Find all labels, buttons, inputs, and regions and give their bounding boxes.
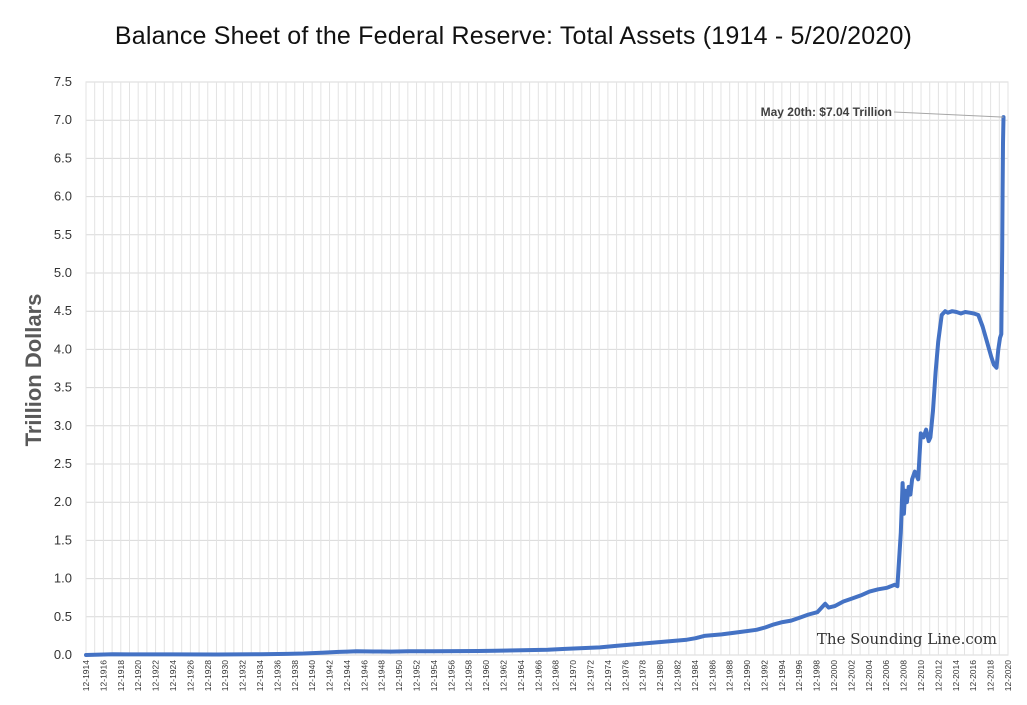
x-tick-label: 12-1966: [533, 660, 543, 691]
x-tick-label: 12-2000: [829, 660, 839, 691]
x-tick-label: 12-2002: [846, 660, 856, 691]
x-tick-label: 12-1964: [516, 660, 526, 691]
x-tick-label: 12-1980: [655, 660, 665, 691]
y-tick-label: 5.0: [54, 265, 72, 280]
x-tick-label: 12-1918: [116, 660, 126, 691]
x-tick-label: 12-1940: [307, 660, 317, 691]
x-tick-label: 12-2008: [899, 660, 909, 691]
x-tick-label: 12-1974: [603, 660, 613, 691]
x-tick-label: 12-1920: [133, 660, 143, 691]
y-tick-label: 0.5: [54, 609, 72, 624]
x-tick-label: 12-1988: [725, 660, 735, 691]
x-tick-label: 12-1938: [290, 660, 300, 691]
x-tick-label: 12-1984: [690, 660, 700, 691]
y-tick-label: 0.0: [54, 647, 72, 662]
x-tick-label: 12-2016: [968, 660, 978, 691]
x-tick-label: 12-1942: [325, 660, 335, 691]
y-tick-label: 6.0: [54, 189, 72, 204]
x-tick-label: 12-1986: [707, 660, 717, 691]
x-tick-label: 12-1928: [203, 660, 213, 691]
x-tick-label: 12-1994: [777, 660, 787, 691]
y-tick-label: 1.5: [54, 532, 72, 547]
x-tick-label: 12-1916: [98, 660, 108, 691]
x-tick-label: 12-1968: [551, 660, 561, 691]
x-tick-label: 12-1976: [620, 660, 630, 691]
x-tick-label: 12-1958: [464, 660, 474, 691]
x-tick-label: 12-1944: [342, 660, 352, 691]
x-tick-label: 12-1978: [638, 660, 648, 691]
y-tick-label: 2.0: [54, 494, 72, 509]
x-tick-label: 12-2018: [986, 660, 996, 691]
x-tick-label: 12-1982: [672, 660, 682, 691]
y-tick-label: 5.5: [54, 227, 72, 242]
x-tick-label: 12-2006: [881, 660, 891, 691]
annotation-layer: May 20th: $7.04 Trillion: [761, 105, 1004, 119]
annotation-label: May 20th: $7.04 Trillion: [761, 105, 892, 119]
chart-title: Balance Sheet of the Federal Reserve: To…: [114, 22, 913, 50]
watermark-text: The Sounding Line.com: [816, 630, 997, 648]
y-axis-ticks: 0.0 0.5 1.0 1.5 2.0 2.5 3.0 3.5 4.0 4.5 5.0 5.5 6.0 6…: [54, 74, 72, 662]
series-layer: [84, 115, 1006, 657]
y-tick-label: 2.5: [54, 456, 72, 471]
x-tick-label: 12-1970: [568, 660, 578, 691]
x-tick-label: 12-2012: [933, 660, 943, 691]
x-tick-label: 12-1972: [585, 660, 595, 691]
x-tick-label: 12-1946: [359, 660, 369, 691]
x-tick-label: 12-1996: [794, 660, 804, 691]
y-tick-label: 1.0: [54, 571, 72, 586]
x-tick-label: 12-1934: [255, 660, 265, 691]
y-tick-label: 7.0: [54, 112, 72, 127]
y-tick-label: 3.0: [54, 418, 72, 433]
x-tick-label: 12-1950: [394, 660, 404, 691]
x-tick-label: 12-1990: [742, 660, 752, 691]
y-tick-label: 7.5: [54, 74, 72, 89]
x-tick-label: 12-2014: [951, 660, 961, 691]
x-tick-label: 12-1914: [81, 660, 91, 691]
x-tick-label: 12-1952: [412, 660, 422, 691]
y-tick-label: 6.5: [54, 150, 72, 165]
x-tick-label: 12-1936: [272, 660, 282, 691]
x-tick-label: 12-2010: [916, 660, 926, 691]
x-tick-label: 12-1932: [238, 660, 248, 691]
x-tick-label: 12-1924: [168, 660, 178, 691]
series-line: [84, 115, 1006, 657]
x-axis-ticks: 12-1914 12-1916 12-1918 12-1920 12-1922 12-19…: [81, 660, 1013, 691]
x-tick-label: 12-2004: [864, 660, 874, 691]
x-tick-label: 12-1956: [446, 660, 456, 691]
x-tick-label: 12-1930: [220, 660, 230, 691]
annotation-leader-line: [893, 111, 1004, 118]
gridlines: [85, 81, 1009, 656]
y-tick-label: 4.5: [54, 303, 72, 318]
y-tick-label: 4.0: [54, 341, 72, 356]
x-tick-label: 12-1926: [185, 660, 195, 691]
x-tick-label: 12-1948: [377, 660, 387, 691]
x-tick-label: 12-1922: [151, 660, 161, 691]
x-tick-label: 12-2020: [1003, 660, 1013, 691]
x-tick-label: 12-1992: [759, 660, 769, 691]
x-tick-label: 12-1998: [812, 660, 822, 691]
x-tick-label: 12-1960: [481, 660, 491, 691]
x-tick-label: 12-1954: [429, 660, 439, 691]
x-tick-label: 12-1962: [499, 660, 509, 691]
y-tick-label: 3.5: [54, 380, 72, 395]
